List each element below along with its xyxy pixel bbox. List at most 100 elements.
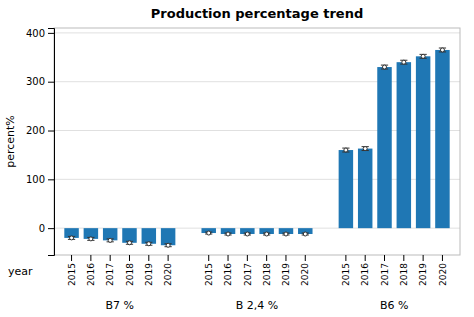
x-tick-mark	[442, 255, 443, 261]
y-axis-line	[48, 29, 55, 256]
y-axis: 0 100 200 300 400	[26, 28, 55, 256]
bar	[358, 149, 372, 229]
y-tick: 200	[26, 125, 54, 136]
y-tick-label: 0	[39, 223, 45, 234]
x-tick-mark	[208, 255, 209, 261]
x-tick: 2019	[281, 255, 291, 286]
x-tick: 2015	[67, 255, 77, 286]
bar-group	[201, 228, 312, 236]
bar	[377, 67, 391, 228]
x-tick: 2016	[223, 255, 233, 286]
x-tick-label: 2019	[418, 263, 428, 286]
error-bar	[68, 236, 75, 240]
error-bar	[282, 232, 289, 236]
y-tick-mark	[48, 179, 54, 180]
x-tick-label: 2020	[300, 263, 310, 286]
error-bar	[126, 241, 133, 245]
x-tick-label: 2015	[204, 263, 214, 286]
x-axis-title: year	[8, 265, 33, 278]
x-tick-mark	[384, 255, 385, 261]
x-tick: 2020	[300, 255, 310, 286]
x-tick-label: 2020	[438, 263, 448, 286]
y-tick-label: 200	[26, 125, 45, 136]
x-tick-mark	[168, 255, 169, 261]
y-tick-mark	[48, 33, 54, 34]
group-label: B6 %	[380, 299, 409, 312]
bar	[416, 56, 430, 228]
error-marker	[303, 232, 307, 236]
grid	[54, 33, 460, 228]
x-tick-label: 2019	[281, 263, 291, 286]
y-tick-label: 300	[26, 76, 45, 87]
x-tick-label: 2017	[242, 263, 252, 286]
error-marker	[421, 54, 425, 58]
x-tick: 2018	[399, 255, 409, 286]
x-tick-mark	[71, 255, 72, 261]
error-marker	[402, 60, 406, 64]
x-tick-label: 2018	[399, 263, 409, 286]
error-bar	[381, 65, 388, 69]
x-tick-mark	[423, 255, 424, 261]
y-tick: 0	[39, 223, 54, 234]
error-bar	[224, 232, 231, 236]
x-tick-mark	[129, 255, 130, 261]
x-tick-mark	[228, 255, 229, 261]
x-tick: 2018	[125, 255, 135, 286]
error-marker	[207, 231, 211, 235]
x-tick-label: 2017	[380, 263, 390, 286]
x-tick-mark	[345, 255, 346, 261]
error-marker	[89, 237, 93, 241]
y-tick-mark	[48, 228, 54, 229]
x-tick: 2016	[360, 255, 370, 286]
x-tick-mark	[247, 255, 248, 261]
bar	[161, 228, 175, 245]
chart: 0100200300400201520162017201820192020B7 …	[0, 0, 474, 317]
bar-group	[339, 48, 450, 228]
group-label: B 2,4 %	[236, 299, 279, 312]
x-tick-mark	[90, 255, 91, 261]
error-marker	[363, 147, 367, 151]
error-bar	[362, 147, 369, 151]
error-bar	[164, 243, 171, 247]
y-tick-mark	[48, 82, 54, 83]
x-axis: 201520162017201820192020	[67, 255, 174, 286]
error-bar	[439, 48, 446, 52]
y-tick: 100	[26, 174, 54, 185]
x-tick-mark	[148, 255, 149, 261]
error-marker	[344, 148, 348, 152]
x-tick-label: 2016	[86, 263, 96, 286]
x-tick: 2017	[380, 255, 390, 286]
x-tick: 2019	[418, 255, 428, 286]
error-bar	[87, 237, 94, 241]
error-marker	[127, 241, 131, 245]
y-tick-mark	[48, 131, 54, 132]
bar	[339, 150, 353, 228]
x-tick-label: 2016	[223, 263, 233, 286]
error-bar	[342, 148, 349, 152]
error-bar	[244, 232, 251, 236]
title: Production percentage trend	[151, 6, 363, 21]
error-marker	[166, 243, 170, 247]
error-bar	[145, 242, 152, 246]
error-bar	[107, 238, 114, 242]
x-tick-mark	[403, 255, 404, 261]
error-marker	[226, 232, 230, 236]
x-tick-mark	[110, 255, 111, 261]
x-tick-label: 2017	[105, 263, 115, 286]
error-marker	[265, 232, 269, 236]
x-tick-mark	[305, 255, 306, 261]
x-tick: 2017	[242, 255, 252, 286]
bar-group	[64, 228, 175, 247]
error-marker	[383, 65, 387, 69]
x-tick: 2020	[438, 255, 448, 286]
x-tick: 2020	[163, 255, 173, 286]
error-bar	[205, 231, 212, 235]
x-tick-mark	[365, 255, 366, 261]
marks	[64, 48, 449, 247]
y-tick-label: 400	[26, 28, 45, 39]
x-tick: 2015	[204, 255, 214, 286]
x-axis: 201520162017201820192020	[204, 255, 311, 286]
y-tick: 300	[26, 76, 54, 87]
x-tick: 2017	[105, 255, 115, 286]
error-marker	[245, 232, 249, 236]
